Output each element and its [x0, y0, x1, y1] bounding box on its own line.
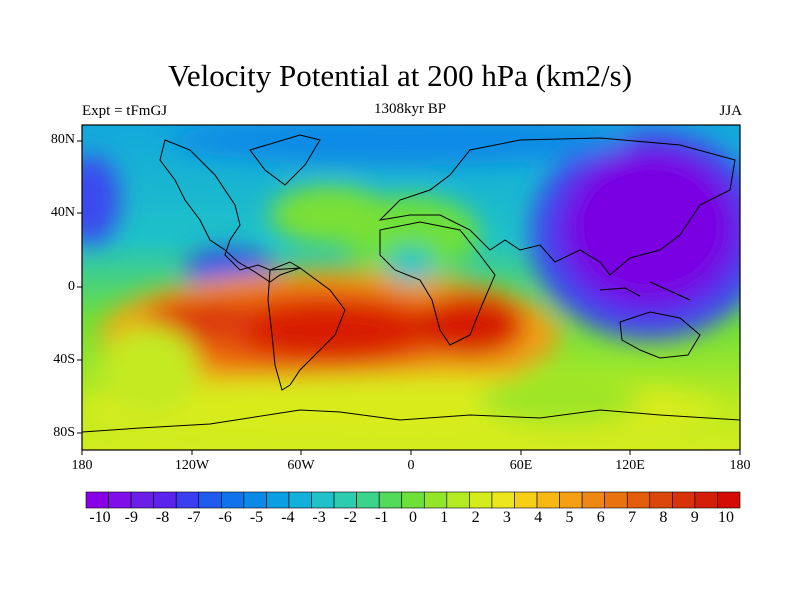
colorbar-label: 4	[534, 509, 543, 526]
greenland-coast	[249, 134, 321, 186]
lon-label-120E: 120E	[615, 458, 645, 473]
lat-label-0: 0	[68, 279, 75, 294]
colorbar-box	[243, 491, 267, 509]
period-label: 1308kyr BP	[373, 101, 447, 117]
colorbar-box	[175, 491, 200, 509]
map-title: Velocity Potential at 200 hPa (km2/s)	[167, 58, 633, 93]
lon-label-180e: 180	[729, 458, 751, 473]
colorbar-label: 1	[440, 509, 449, 526]
colorbar-box	[221, 491, 245, 509]
colorbar-box	[288, 491, 312, 509]
south-america-coast	[267, 267, 346, 391]
colorbar-box	[446, 491, 470, 509]
colorbar-box	[581, 491, 605, 509]
colorbar-box	[378, 491, 403, 509]
colorbar-box	[130, 491, 154, 509]
colorbar-box	[672, 491, 696, 509]
season-label: JJA	[719, 103, 742, 119]
colorbar-box	[649, 491, 673, 509]
lat-label-80S: 80S	[53, 425, 75, 440]
lat-label-40N: 40N	[50, 205, 75, 220]
colorbar-box	[559, 491, 583, 509]
colorbar-label: -2	[343, 509, 358, 526]
colorbar-box	[333, 491, 357, 509]
colorbar-label: 10	[718, 509, 734, 526]
colorbar-box	[491, 491, 515, 509]
colorbar-box	[626, 491, 651, 509]
colorbar-label: 9	[690, 509, 699, 526]
colorbar-label: 3	[502, 509, 511, 526]
axis-ticks	[77, 140, 741, 455]
colorbar-box	[604, 491, 628, 509]
lon-label-60E: 60E	[509, 458, 533, 473]
colorbar-box	[266, 491, 290, 509]
colorbar-box	[401, 491, 425, 509]
colorbar-box	[469, 491, 493, 509]
coastlines	[82, 134, 740, 433]
colorbar-label: -4	[281, 509, 295, 526]
colorbar-box	[153, 491, 177, 509]
colorbar-label: -8	[155, 509, 170, 526]
colorbar-box	[536, 491, 560, 509]
colorbar-label: -9	[124, 509, 138, 526]
colorbar-label: -1	[375, 509, 389, 526]
colorbar-label: 6	[596, 509, 605, 526]
africa-coast	[379, 221, 496, 346]
antarctica-coast	[82, 409, 740, 433]
colorbar-box	[198, 491, 222, 509]
colorbar-label: 5	[565, 509, 574, 526]
colorbar-box	[311, 491, 335, 509]
experiment-label: Expt = tFmGJ	[82, 103, 168, 119]
eurasia-coast	[378, 137, 736, 276]
lat-label-40S: 40S	[53, 352, 75, 367]
lon-label-0: 0	[407, 458, 415, 473]
colorbar-box	[356, 491, 380, 509]
colorbar-label: -5	[249, 509, 264, 526]
colorbar-box	[108, 491, 132, 509]
colorbar-label: -3	[312, 509, 326, 526]
colorbar-label: 8	[659, 509, 668, 526]
lat-label-80N: 80N	[50, 132, 75, 147]
colorbar-box	[423, 491, 448, 509]
australia-coast	[619, 311, 701, 359]
lon-label-120W: 120W	[174, 458, 210, 473]
colorbar-label: 2	[471, 509, 480, 526]
colorbar-label: 7	[628, 509, 637, 526]
colorbar-box	[717, 491, 741, 509]
colorbar-label: -10	[89, 509, 111, 526]
indonesia-coast	[599, 281, 691, 301]
colorbar	[85, 491, 741, 509]
colorbar-box	[85, 491, 109, 509]
lon-label-180w: 180	[71, 458, 93, 473]
colorbar-box	[514, 491, 538, 509]
colorbar-label: -6	[218, 509, 232, 526]
lon-label-60W: 60W	[287, 458, 315, 473]
colorbar-label: 0	[409, 509, 417, 526]
colorbar-label: -7	[187, 509, 201, 526]
colorbar-box	[694, 491, 718, 509]
velocity-field	[82, 125, 740, 450]
